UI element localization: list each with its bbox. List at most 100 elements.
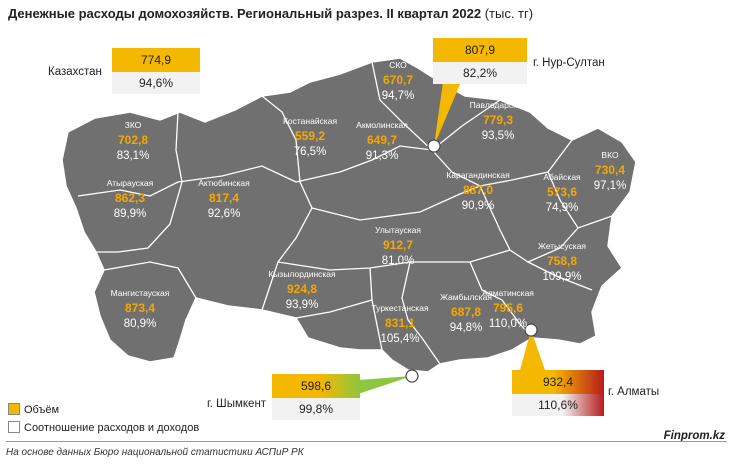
region-14-pct: 109,9% <box>542 271 581 283</box>
region-4: Актюбинская 817,4 92,6% <box>198 178 250 220</box>
region-12-name: Улытауская <box>375 225 421 235</box>
region-1: ЗКО 702,8 83,1% <box>117 120 150 162</box>
region-5-pct: 76,5% <box>294 146 327 158</box>
region-12: Улытауская 912,7 81,0% <box>375 225 421 267</box>
region-13-value: 924,8 <box>287 282 317 296</box>
almaty-value: 932,4 <box>512 370 604 394</box>
region-10-pct: 90,9% <box>462 200 495 212</box>
region-5-name: Костанайская <box>283 116 338 126</box>
region-9-pct: 97,1% <box>594 180 627 192</box>
almaty-label: г. Алматы <box>608 386 660 398</box>
region-11-value: 573,6 <box>547 185 577 199</box>
legend-volume-swatch <box>8 403 20 415</box>
kazakhstan-pct: 94,6% <box>112 72 200 94</box>
region-11: Абайская 573,6 74,9% <box>543 172 581 214</box>
almaty-pct: 110,6% <box>512 394 604 416</box>
region-4-value: 817,4 <box>209 191 239 205</box>
region-6-value: 670,7 <box>383 73 413 87</box>
region-4-name: Актюбинская <box>198 178 250 188</box>
region-3-value: 873,4 <box>125 301 155 315</box>
region-15-pct: 110,0% <box>489 318 527 330</box>
region-3-name: Мангистауская <box>111 288 170 298</box>
region-13-name: Кызылординская <box>268 269 336 279</box>
region-14: Жетысуская 758,8 109,9% <box>538 241 586 283</box>
footer-divider <box>6 441 727 442</box>
legend-volume-label: Объём <box>24 404 60 416</box>
region-17-pct: 105,4% <box>380 333 419 345</box>
region-3: Мангистауская 873,4 80,9% <box>111 288 170 330</box>
almaty-pointer <box>520 330 545 370</box>
shymkent-pct: 99,8% <box>272 398 360 420</box>
region-16-name: Жамбылская <box>440 292 492 302</box>
region-6-pct: 94,7% <box>382 90 415 102</box>
region-11-pct: 74,9% <box>546 202 579 214</box>
region-15-value: 795,6 <box>493 301 523 315</box>
shymkent-value: 598,6 <box>272 374 360 398</box>
nursultan-box: 807,9 82,2% <box>433 38 527 84</box>
nursultan-pct: 82,2% <box>433 62 527 84</box>
region-6: СКО 670,7 94,7% <box>382 60 415 102</box>
region-17-name: Туркестанская <box>371 303 428 313</box>
region-13-pct: 93,9% <box>286 299 319 311</box>
region-10-name: Карагандинская <box>446 170 510 180</box>
nursultan-pointer <box>434 82 461 146</box>
region-13: Кызылординская 924,8 93,9% <box>268 269 336 311</box>
region-17-value: 831,1 <box>385 316 415 330</box>
region-9: ВКО 730,4 97,1% <box>594 150 627 192</box>
shymkent-label: г. Шымкент <box>207 398 267 410</box>
region-16-value: 687,8 <box>451 305 481 319</box>
region-8: Павлодарская 779,3 93,5% <box>470 100 527 142</box>
region-5-value: 559,2 <box>295 129 325 143</box>
region-1-pct: 83,1% <box>117 150 150 162</box>
title-unit: (тыс. тг) <box>484 6 534 21</box>
shymkent-marker <box>405 369 419 383</box>
region-11-name: Абайская <box>543 172 581 182</box>
kazakhstan-value: 774,9 <box>112 48 200 72</box>
region-5: Костанайская 559,2 76,5% <box>283 116 338 158</box>
nursultan-label: г. Нур-Султан <box>533 57 605 69</box>
region-7-value: 649,7 <box>367 133 397 147</box>
region-2-value: 862,3 <box>115 191 145 205</box>
region-8-pct: 93,5% <box>482 130 515 142</box>
region-1-name: ЗКО <box>125 120 142 130</box>
region-7: Акмолинская 649,7 91,3% <box>356 120 408 162</box>
region-17: Туркестанская 831,1 105,4% <box>371 303 428 345</box>
region-1-value: 702,8 <box>118 133 148 147</box>
country-shape <box>61 57 637 373</box>
region-3-pct: 80,9% <box>124 318 157 330</box>
title-text: Денежные расходы домохозяйств. Региональ… <box>8 6 482 21</box>
region-10-value: 887,0 <box>463 183 493 197</box>
region-16-pct: 94,8% <box>450 322 483 334</box>
region-7-pct: 91,3% <box>366 150 399 162</box>
region-8-name: Павлодарская <box>470 100 527 110</box>
region-2-name: Атырауская <box>107 178 154 188</box>
brand-logo: Finprom.kz <box>663 430 725 442</box>
legend-volume: Объём <box>8 403 59 416</box>
region-4-pct: 92,6% <box>208 208 241 220</box>
region-12-value: 912,7 <box>383 238 413 252</box>
region-15: Алматинская 795,6 110,0% <box>482 288 534 330</box>
region-12-pct: 81,0% <box>382 255 415 267</box>
region-9-value: 730,4 <box>595 163 625 177</box>
legend-ratio-swatch <box>8 421 20 433</box>
region-14-name: Жетысуская <box>538 241 586 251</box>
shymkent-pointer <box>358 376 412 394</box>
region-9-name: ВКО <box>601 150 619 160</box>
chart-title: Денежные расходы домохозяйств. Региональ… <box>8 6 533 21</box>
region-7-name: Акмолинская <box>356 120 408 130</box>
shymkent-box: 598,6 99,8% <box>272 374 360 420</box>
source-note: На основе данных Бюро национальной стати… <box>6 447 304 458</box>
almaty-box: 932,4 110,6% <box>512 370 604 416</box>
region-8-value: 779,3 <box>483 113 513 127</box>
legend-ratio: Соотношение расходов и доходов <box>8 421 199 434</box>
kazakhstan-label: Казахстан <box>48 66 102 78</box>
region-14-value: 758,8 <box>547 254 577 268</box>
legend-ratio-label: Соотношение расходов и доходов <box>24 422 200 434</box>
region-6-name: СКО <box>389 60 407 70</box>
nursultan-value: 807,9 <box>433 38 527 62</box>
almaty-marker <box>524 323 538 337</box>
region-2: Атырауская 862,3 89,9% <box>107 178 154 220</box>
kazakhstan-box: 774,9 94,6% <box>112 48 200 94</box>
region-borders <box>77 61 613 365</box>
